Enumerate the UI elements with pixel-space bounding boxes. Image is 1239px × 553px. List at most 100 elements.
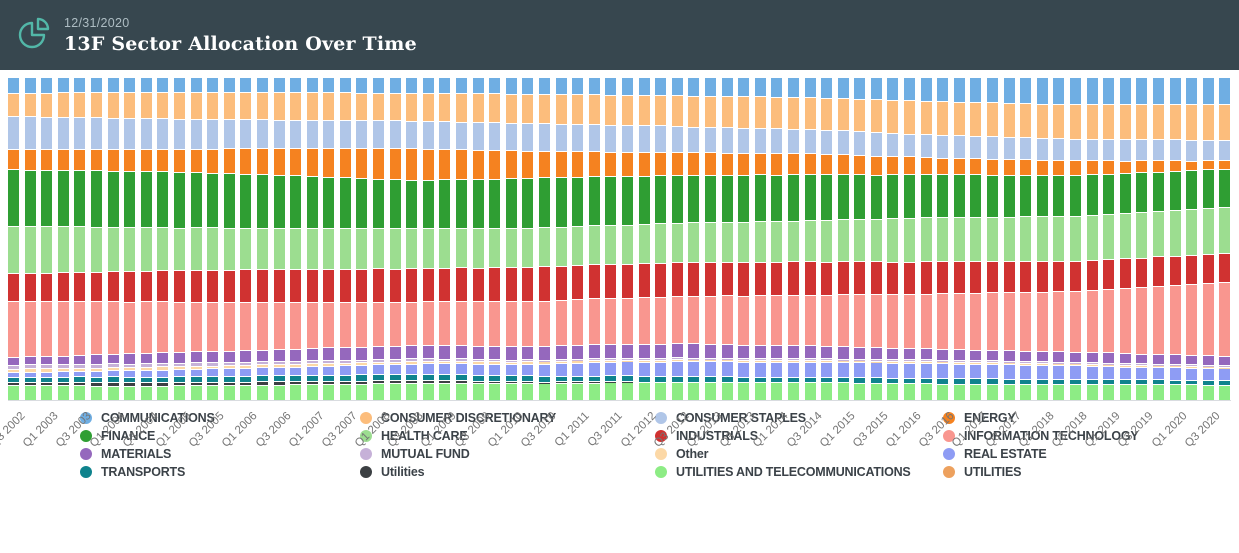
segment-mutual-fund[interactable] [290, 361, 302, 364]
segment-information-technology[interactable] [1219, 283, 1231, 356]
segment-real-estate[interactable] [1086, 366, 1098, 379]
segment-consumer-discretionary[interactable] [173, 93, 185, 119]
segment-transports[interactable] [937, 379, 949, 384]
segment-consumer-staples[interactable] [953, 136, 965, 159]
segment-real-estate[interactable] [1186, 368, 1198, 380]
segment-information-technology[interactable] [1020, 292, 1032, 351]
segment-mutual-fund[interactable] [489, 360, 501, 362]
segment-mutual-fund[interactable] [1053, 362, 1065, 364]
segment-industrials[interactable] [339, 269, 351, 302]
segment-health-care[interactable] [157, 228, 169, 271]
segment-finance[interactable] [937, 175, 949, 217]
segment-health-care[interactable] [124, 228, 136, 272]
segment-materials[interactable] [621, 345, 633, 358]
segment-industrials[interactable] [472, 268, 484, 302]
segment-real-estate[interactable] [190, 369, 202, 377]
segment-industrials[interactable] [754, 262, 766, 296]
segment-industrials[interactable] [588, 265, 600, 299]
segment-materials[interactable] [1119, 354, 1131, 363]
segment-transports[interactable] [256, 376, 268, 382]
segment-mutual-fund[interactable] [124, 364, 136, 368]
segment-materials[interactable] [704, 344, 716, 358]
segment-transports[interactable] [1152, 380, 1164, 385]
segment-mutual-fund[interactable] [373, 360, 385, 362]
segment-communications[interactable] [721, 78, 733, 97]
segment-mutual-fund[interactable] [422, 359, 434, 361]
segment-consumer-discretionary[interactable] [74, 93, 86, 117]
segment-real-estate[interactable] [422, 364, 434, 374]
segment-industrials[interactable] [904, 262, 916, 294]
segment-information-technology[interactable] [572, 299, 584, 345]
segment-other[interactable] [207, 366, 219, 369]
segment-consumer-staples[interactable] [24, 117, 36, 150]
segment-energy[interactable] [771, 154, 783, 175]
bar-q3-2005[interactable] [207, 78, 219, 400]
bar-q3-2007[interactable] [339, 78, 351, 400]
segment-transports[interactable] [771, 377, 783, 382]
bar-q2-2006[interactable] [256, 78, 268, 400]
segment-transports[interactable] [1103, 380, 1115, 385]
segment-health-care[interactable] [937, 217, 949, 262]
segment-energy[interactable] [887, 156, 899, 175]
segment-utilities-and-telecommunications[interactable] [373, 384, 385, 400]
segment-materials[interactable] [754, 345, 766, 359]
segment-energy[interactable] [439, 149, 451, 180]
legend-item-health-care[interactable]: HEALTH CARE [360, 429, 655, 443]
segment-consumer-staples[interactable] [107, 118, 119, 150]
segment-information-technology[interactable] [290, 302, 302, 349]
segment-transports[interactable] [754, 377, 766, 382]
segment-information-technology[interactable] [456, 301, 468, 345]
segment-transports[interactable] [173, 377, 185, 382]
segment-consumer-staples[interactable] [389, 121, 401, 149]
segment-industrials[interactable] [937, 262, 949, 294]
segment-mutual-fund[interactable] [1086, 363, 1098, 364]
segment-mutual-fund[interactable] [837, 359, 849, 361]
segment-materials[interactable] [505, 346, 517, 360]
segment-other[interactable] [422, 361, 434, 364]
segment-other[interactable] [356, 363, 368, 366]
segment-utilities-and-telecommunications[interactable] [920, 384, 932, 401]
segment-health-care[interactable] [787, 221, 799, 262]
segment-transports[interactable] [688, 377, 700, 382]
segment-energy[interactable] [953, 159, 965, 175]
segment-consumer-discretionary[interactable] [207, 93, 219, 119]
segment-information-technology[interactable] [920, 294, 932, 349]
segment-mutual-fund[interactable] [273, 362, 285, 365]
segment-industrials[interactable] [1036, 262, 1048, 292]
segment-mutual-fund[interactable] [804, 359, 816, 360]
segment-communications[interactable] [406, 78, 418, 93]
segment-mutual-fund[interactable] [173, 363, 185, 367]
segment-consumer-discretionary[interactable] [638, 95, 650, 126]
segment-industrials[interactable] [207, 270, 219, 302]
segment-mutual-fund[interactable] [704, 358, 716, 360]
segment-energy[interactable] [90, 150, 102, 171]
segment-other[interactable] [57, 368, 69, 372]
segment-finance[interactable] [1003, 175, 1015, 217]
segment-communications[interactable] [140, 78, 152, 93]
segment-real-estate[interactable] [90, 371, 102, 377]
segment-finance[interactable] [290, 176, 302, 229]
segment-health-care[interactable] [422, 228, 434, 268]
segment-real-estate[interactable] [223, 369, 235, 376]
segment-communications[interactable] [290, 78, 302, 93]
segment-materials[interactable] [870, 348, 882, 359]
segment-finance[interactable] [539, 178, 550, 228]
segment-transports[interactable] [1119, 380, 1131, 385]
segment-transports[interactable] [738, 377, 750, 382]
segment-energy[interactable] [107, 150, 119, 171]
segment-materials[interactable] [373, 346, 385, 360]
segment-transports[interactable] [472, 375, 484, 381]
segment-energy[interactable] [422, 149, 434, 180]
bar-q2-2012[interactable] [655, 78, 667, 400]
segment-information-technology[interactable] [256, 302, 268, 350]
segment-consumer-discretionary[interactable] [870, 100, 882, 133]
segment-transports[interactable] [140, 377, 152, 383]
segment-energy[interactable] [74, 150, 86, 170]
segment-real-estate[interactable] [456, 364, 468, 375]
segment-health-care[interactable] [671, 223, 683, 263]
segment-real-estate[interactable] [1036, 365, 1048, 379]
bar-q2-2007[interactable] [323, 78, 335, 400]
segment-consumer-discretionary[interactable] [704, 96, 716, 127]
segment-utilities[interactable] [8, 382, 19, 386]
segment-energy[interactable] [638, 152, 650, 176]
